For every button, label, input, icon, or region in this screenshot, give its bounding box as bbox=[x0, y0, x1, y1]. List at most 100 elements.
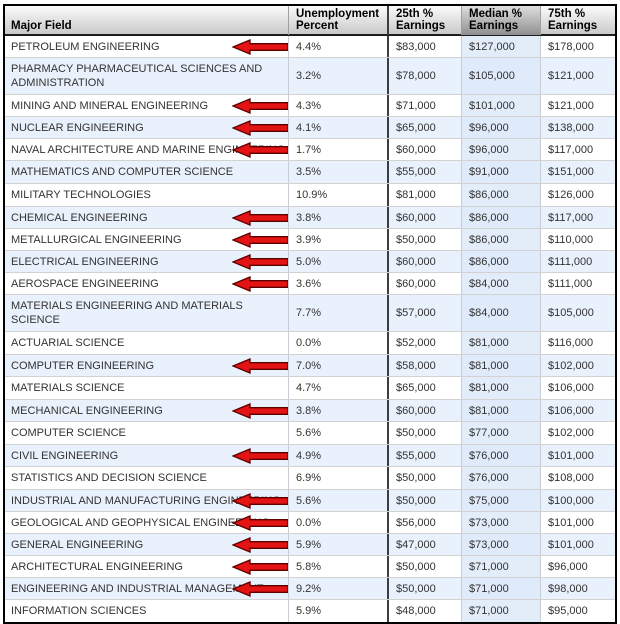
p75-earnings-cell: $96,000 bbox=[540, 556, 615, 577]
major-field-cell: MATERIALS ENGINEERING AND MATERIALS SCIE… bbox=[5, 295, 288, 331]
unemployment-cell: 3.8% bbox=[288, 400, 387, 421]
major-field-cell: MATERIALS SCIENCE bbox=[5, 377, 288, 399]
p75-earnings-cell: $126,000 bbox=[540, 184, 615, 206]
table-row: COMPUTER SCIENCE 5.6% $50,000 $77,000 $1… bbox=[5, 422, 615, 445]
column-header-major-field[interactable]: Major Field bbox=[11, 20, 72, 32]
major-field-cell: NUCLEAR ENGINEERING bbox=[5, 117, 288, 138]
p25-earnings-cell: $60,000 bbox=[387, 251, 461, 272]
unemployment-cell: 5.9% bbox=[288, 600, 387, 622]
unemployment-cell: 3.6% bbox=[288, 273, 387, 294]
major-field-cell: GEOLOGICAL AND GEOPHYSICAL ENGINEERING bbox=[5, 512, 288, 533]
major-field-cell: ENGINEERING AND INDUSTRIAL MANAGEMENT bbox=[5, 578, 288, 599]
major-field-cell: METALLURGICAL ENGINEERING bbox=[5, 229, 288, 250]
p25-earnings-cell: $56,000 bbox=[387, 512, 461, 533]
p25-earnings-cell: $71,000 bbox=[387, 95, 461, 116]
column-header-median-earnings[interactable]: Median % Earnings bbox=[461, 6, 540, 35]
median-earnings-cell: $105,000 bbox=[461, 58, 540, 94]
major-field-cell: MECHANICAL ENGINEERING bbox=[5, 400, 288, 421]
major-field-cell: INFORMATION SCIENCES bbox=[5, 600, 288, 622]
p25-earnings-cell: $50,000 bbox=[387, 490, 461, 511]
major-field-label: GENERAL ENGINEERING bbox=[11, 538, 144, 551]
unemployment-cell: 4.7% bbox=[288, 377, 387, 399]
red-arrow-icon bbox=[232, 141, 288, 158]
major-field-label: CHEMICAL ENGINEERING bbox=[11, 211, 148, 224]
table-row: PETROLEUM ENGINEERING 4.4% $83,000 $127,… bbox=[5, 36, 615, 58]
table-body: PETROLEUM ENGINEERING 4.4% $83,000 $127,… bbox=[5, 36, 615, 622]
p75-earnings-cell: $138,000 bbox=[540, 117, 615, 138]
p75-earnings-cell: $102,000 bbox=[540, 355, 615, 376]
major-field-label: COMPUTER SCIENCE bbox=[11, 427, 126, 439]
red-arrow-icon bbox=[232, 253, 288, 270]
table-row: AEROSPACE ENGINEERING 3.6% $60,000 $84,0… bbox=[5, 273, 615, 295]
median-earnings-cell: $96,000 bbox=[461, 117, 540, 138]
p75-earnings-cell: $110,000 bbox=[540, 229, 615, 250]
unemployment-cell: 3.2% bbox=[288, 58, 387, 94]
p25-earnings-cell: $65,000 bbox=[387, 377, 461, 399]
p25-earnings-cell: $55,000 bbox=[387, 445, 461, 466]
p25-earnings-cell: $55,000 bbox=[387, 161, 461, 183]
major-field-cell: AEROSPACE ENGINEERING bbox=[5, 273, 288, 294]
table-row: GEOLOGICAL AND GEOPHYSICAL ENGINEERING 0… bbox=[5, 512, 615, 534]
median-earnings-cell: $81,000 bbox=[461, 355, 540, 376]
p25-earnings-cell: $60,000 bbox=[387, 273, 461, 294]
p75-earnings-cell: $106,000 bbox=[540, 377, 615, 399]
median-earnings-cell: $76,000 bbox=[461, 467, 540, 489]
p75-earnings-cell: $101,000 bbox=[540, 445, 615, 466]
median-earnings-cell: $91,000 bbox=[461, 161, 540, 183]
unemployment-cell: 3.9% bbox=[288, 229, 387, 250]
major-field-label: ELECTRICAL ENGINEERING bbox=[11, 255, 159, 268]
median-earnings-cell: $81,000 bbox=[461, 332, 540, 354]
major-field-label: CIVIL ENGINEERING bbox=[11, 449, 119, 462]
unemployment-cell: 4.3% bbox=[288, 95, 387, 116]
table-row: MATERIALS SCIENCE 4.7% $65,000 $81,000 $… bbox=[5, 377, 615, 400]
unemployment-cell: 0.0% bbox=[288, 332, 387, 354]
median-earnings-cell: $73,000 bbox=[461, 534, 540, 555]
median-earnings-cell: $84,000 bbox=[461, 295, 540, 331]
unemployment-cell: 1.7% bbox=[288, 139, 387, 160]
median-earnings-cell: $86,000 bbox=[461, 251, 540, 272]
table-row: ARCHITECTURAL ENGINEERING 5.8% $50,000 $… bbox=[5, 556, 615, 578]
p25-earnings-cell: $57,000 bbox=[387, 295, 461, 331]
table-row: METALLURGICAL ENGINEERING 3.9% $50,000 $… bbox=[5, 229, 615, 251]
major-field-label: MILITARY TECHNOLOGIES bbox=[11, 189, 151, 201]
p75-earnings-cell: $111,000 bbox=[540, 273, 615, 294]
red-arrow-icon bbox=[232, 447, 288, 464]
p25-earnings-cell: $83,000 bbox=[387, 36, 461, 57]
p75-earnings-cell: $121,000 bbox=[540, 58, 615, 94]
unemployment-cell: 9.2% bbox=[288, 578, 387, 599]
red-arrow-icon bbox=[232, 558, 288, 575]
major-field-label: PETROLEUM ENGINEERING bbox=[11, 40, 160, 53]
major-field-label: MATERIALS ENGINEERING AND MATERIALS SCIE… bbox=[11, 300, 243, 326]
column-header-unemployment[interactable]: Unemployment Percent bbox=[288, 6, 387, 35]
major-field-label: COMPUTER ENGINEERING bbox=[11, 359, 155, 372]
major-field-label: NAVAL ARCHITECTURE AND MARINE ENGINEERIN… bbox=[11, 143, 286, 156]
p25-earnings-cell: $58,000 bbox=[387, 355, 461, 376]
p25-earnings-cell: $48,000 bbox=[387, 600, 461, 622]
p75-earnings-cell: $108,000 bbox=[540, 467, 615, 489]
table-row: ELECTRICAL ENGINEERING 5.0% $60,000 $86,… bbox=[5, 251, 615, 273]
p75-earnings-cell: $151,000 bbox=[540, 161, 615, 183]
p25-earnings-cell: $65,000 bbox=[387, 117, 461, 138]
major-field-cell: ELECTRICAL ENGINEERING bbox=[5, 251, 288, 272]
major-field-cell: CIVIL ENGINEERING bbox=[5, 445, 288, 466]
red-arrow-icon bbox=[232, 209, 288, 226]
median-earnings-cell: $77,000 bbox=[461, 422, 540, 444]
table-row: MINING AND MINERAL ENGINEERING 4.3% $71,… bbox=[5, 95, 615, 117]
p75-earnings-cell: $101,000 bbox=[540, 534, 615, 555]
table-row: CIVIL ENGINEERING 4.9% $55,000 $76,000 $… bbox=[5, 445, 615, 467]
median-earnings-cell: $81,000 bbox=[461, 400, 540, 421]
p75-earnings-cell: $102,000 bbox=[540, 422, 615, 444]
unemployment-cell: 5.6% bbox=[288, 422, 387, 444]
major-field-label: MATHEMATICS AND COMPUTER SCIENCE bbox=[11, 166, 234, 178]
column-header-75th-earnings[interactable]: 75th % Earnings bbox=[540, 6, 615, 35]
median-earnings-cell: $73,000 bbox=[461, 512, 540, 533]
unemployment-cell: 5.9% bbox=[288, 534, 387, 555]
major-field-cell: MATHEMATICS AND COMPUTER SCIENCE bbox=[5, 161, 288, 183]
p25-earnings-cell: $52,000 bbox=[387, 332, 461, 354]
unemployment-cell: 3.8% bbox=[288, 207, 387, 228]
median-earnings-cell: $101,000 bbox=[461, 95, 540, 116]
column-header-25th-earnings[interactable]: 25th % Earnings bbox=[387, 6, 461, 35]
unemployment-cell: 4.1% bbox=[288, 117, 387, 138]
red-arrow-icon bbox=[232, 38, 288, 55]
p25-earnings-cell: $60,000 bbox=[387, 207, 461, 228]
